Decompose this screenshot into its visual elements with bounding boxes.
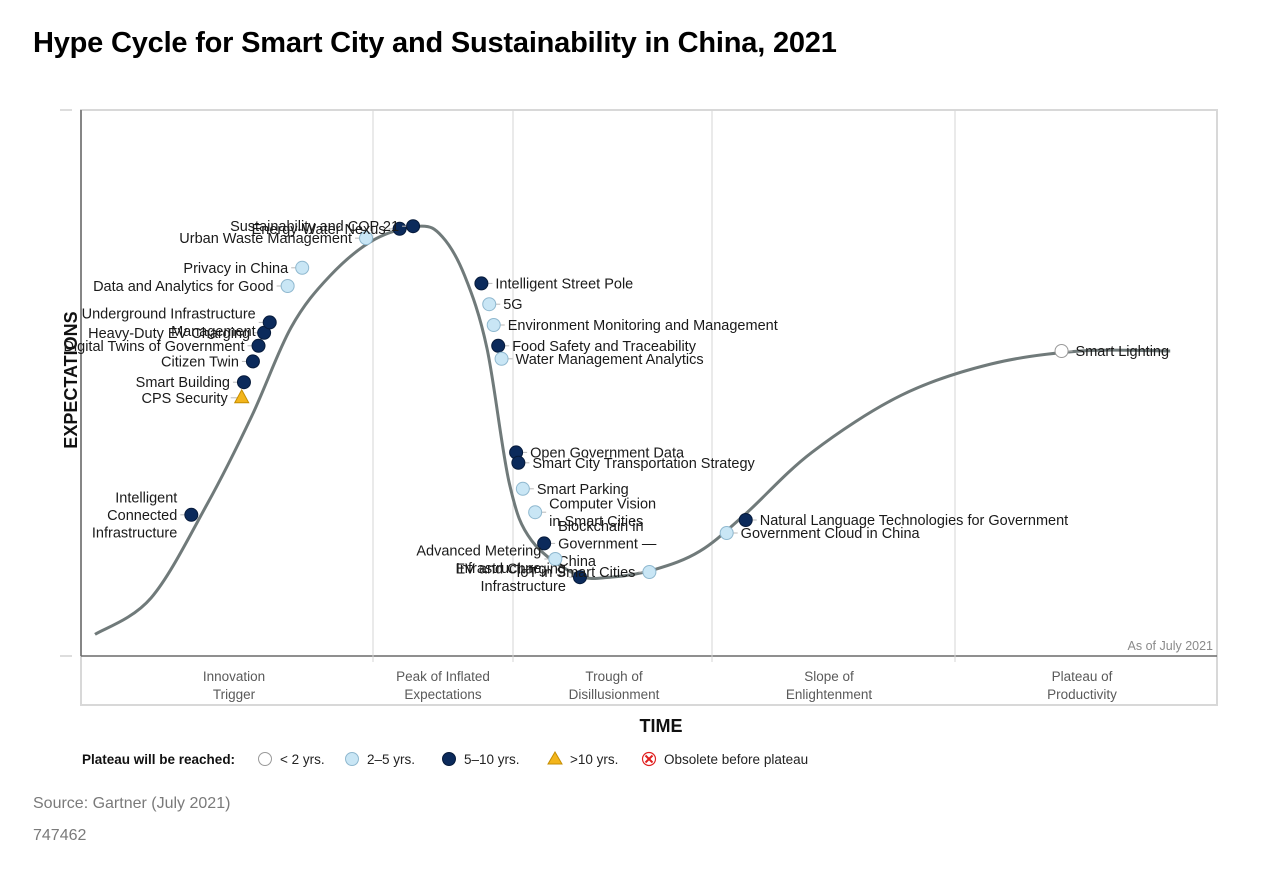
legend-marker-over10 [547,751,563,765]
label-digital-twins-of-government: Digital Twins of Government [63,339,244,355]
label-5g: 5G [503,297,522,313]
marker-advanced-metering-infrastructure [548,552,563,566]
legend-label-over10: >10 yrs. [570,752,618,767]
label-blockchain-in-government-china: Blockchain in Government — China [558,519,657,570]
as-of-note: As of July 2021 [1128,639,1214,653]
label-government-cloud-in-china: Government Cloud in China [741,526,921,542]
label-data-and-analytics-for-good: Data and Analytics for Good [93,279,274,295]
page-title: Hype Cycle for Smart City and Sustainabi… [33,27,837,59]
marker-data-and-analytics-for-good [280,279,295,293]
label-food-safety-and-traceability: Food Safety and Traceability [512,339,697,355]
marker-digital-twins-of-government [251,338,266,353]
label-urban-waste-management: Urban Waste Management [179,231,352,247]
marker-environment-monitoring-and-management [486,318,501,332]
label-environment-monitoring-and-management: Environment Monitoring and Management [508,318,778,334]
marker-smart-building [236,375,251,390]
marker-ev-and-charging-infrastructure [572,570,587,585]
legend-title: Plateau will be reached: [82,752,235,767]
label-sustainability-and-cop-21: Sustainability and COP 21 [230,219,399,235]
marker-iot-in-smart-cities [642,565,657,579]
label-open-government-data: Open Government Data [530,445,685,461]
label-energy-water-nexus: Energy-Water Nexus [252,222,386,238]
marker-energy-water-nexus [392,221,407,236]
marker-intelligent-connected-infrastructure [184,507,199,522]
label-heavy-duty-ev-charging: Heavy-Duty EV Charging [88,326,250,342]
legend-label-obsolete: Obsolete before plateau [664,752,808,767]
phase-label: Peak of Inflated Expectations [396,669,490,702]
label-water-management-analytics: Water Management Analytics [516,352,704,368]
phase-label: Innovation Trigger [203,669,265,702]
label-intelligent-street-pole: Intelligent Street Pole [495,276,633,292]
label-intelligent-connected-infrastructure: Intelligent Connected Infrastructure [92,490,177,541]
label-advanced-metering-infrastructure: Advanced Metering Infrastructure [416,543,541,577]
plot-frame [80,109,1218,706]
legend-marker-x [644,754,654,764]
label-smart-building: Smart Building [136,375,230,391]
marker-smart-lighting [1054,344,1069,358]
legend-marker-y2to5 [345,752,359,766]
label-ev-and-charging-infrastructure: EV and Charging Infrastructure [456,561,566,595]
marker-government-cloud-in-china [719,526,734,540]
label-computer-vision-in-smart-cities: Computer Vision in Smart Cities [549,496,656,530]
marker-water-management-analytics [494,351,509,366]
marker-intelligent-street-pole [474,276,489,291]
label-citizen-twin: Citizen Twin [161,354,239,370]
label-iot-in-smart-cities: IoT in Smart Cities [516,565,635,581]
legend-label-y5to10: 5–10 yrs. [464,752,520,767]
label-privacy-in-china: Privacy in China [183,261,289,277]
hype-cycle-chart: Innovation Trigger Peak of Inflated Expecta… [60,109,1218,767]
marker-smart-parking [515,481,530,496]
legend-marker-under2 [258,752,272,766]
label-underground-infrastructure-management: Underground Infrastructure Management [82,307,256,341]
marker-computer-vision-in-smart-cities [528,505,543,520]
phase-label: Plateau of Productivity [1047,669,1117,702]
source-note: Source: Gartner (July 2021) [33,795,231,812]
y-axis-title: EXPECTATIONS [61,311,81,448]
legend-label-under2: < 2 yrs. [280,752,325,767]
legend-label-y2to5: 2–5 yrs. [367,752,415,767]
marker-sustainability-and-cop-21 [406,219,421,234]
hype-curve [94,224,1171,636]
marker-cps-security [233,388,250,404]
marker-urban-waste-management [359,231,374,246]
legend-marker-y5to10 [442,752,456,766]
label-smart-parking: Smart Parking [537,482,629,498]
marker-smart-city-transportation-strategy [511,455,526,470]
marker-5g [482,297,497,312]
x-axis-title: TIME [640,716,683,736]
label-smart-city-transportation-strategy: Smart City Transportation Strategy [532,456,755,472]
phase-label: Trough of Disillusionment [569,669,660,702]
marker-underground-infrastructure-management [262,315,277,330]
label-natural-language-technologies-for-government: Natural Language Technologies for Govern… [760,513,1068,529]
marker-citizen-twin [245,354,260,369]
phase-label: Slope of Enlightenment [786,669,873,702]
document-id: 747462 [33,827,87,844]
label-cps-security: CPS Security [141,391,228,407]
marker-blockchain-in-government-china [537,536,552,551]
marker-food-safety-and-traceability [491,338,506,353]
marker-privacy-in-china [295,260,310,275]
label-smart-lighting: Smart Lighting [1076,344,1170,360]
marker-natural-language-technologies-for-government [738,513,753,527]
